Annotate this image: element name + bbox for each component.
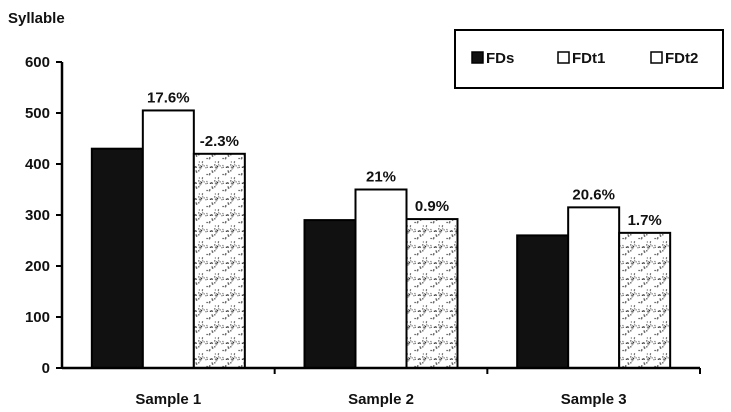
data-label: 20.6% [572,186,615,203]
legend-swatch-fds [471,51,484,64]
y-tick-label: 100 [25,309,50,326]
y-tick-label: 0 [42,360,50,377]
legend-label-fdt1: FDt1 [572,50,605,67]
legend-label-fds: FDs [486,50,514,67]
y-tick-label: 200 [25,258,50,275]
bar-fdt2-3 [618,231,672,369]
bar-fdt1-2 [354,188,408,369]
category-label: Sample 3 [561,391,627,408]
y-tick-label: 600 [25,54,50,71]
bar-fdt1-1 [141,109,195,369]
legend-swatch-fdt2 [650,51,663,64]
data-label: 1.7% [628,212,662,229]
y-axis-title: Syllable [8,10,65,27]
data-label: 0.9% [415,198,449,215]
bar-fds-1 [90,147,144,369]
category-label: Sample 1 [135,391,201,408]
legend-label-fdt2: FDt2 [665,50,698,67]
category-label: Sample 2 [348,391,414,408]
legend-swatch-fdt1 [557,51,570,64]
bar-fds-2 [303,219,357,369]
bar-fdt2-1 [192,152,246,369]
y-tick-label: 400 [25,156,50,173]
data-label: 17.6% [147,89,190,106]
bar-fdt2-2 [405,218,459,369]
data-label: -2.3% [200,133,239,150]
y-tick-label: 500 [25,105,50,122]
bar-fds-3 [516,234,570,369]
legend-box [454,29,724,89]
data-label: 21% [366,169,396,186]
y-tick-label: 300 [25,207,50,224]
bar-fdt1-3 [567,206,621,369]
